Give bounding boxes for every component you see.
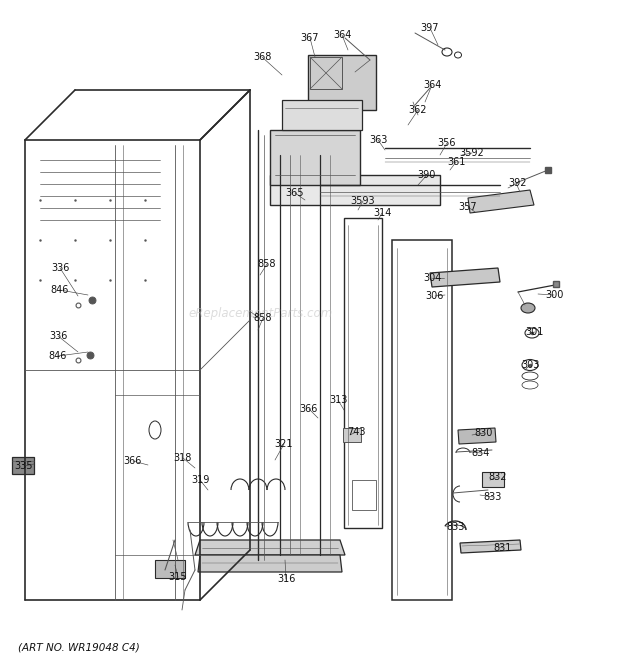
Polygon shape xyxy=(270,175,440,205)
Text: 364: 364 xyxy=(423,80,441,90)
Polygon shape xyxy=(198,555,342,572)
Ellipse shape xyxy=(521,303,535,313)
Text: 318: 318 xyxy=(174,453,192,463)
Text: 833: 833 xyxy=(484,492,502,502)
Bar xyxy=(392,240,452,600)
Text: 368: 368 xyxy=(253,52,271,62)
Bar xyxy=(482,472,504,487)
Text: 336: 336 xyxy=(51,263,69,273)
Text: 834: 834 xyxy=(472,448,490,458)
Text: 390: 390 xyxy=(418,170,436,180)
Text: 357: 357 xyxy=(459,202,477,212)
Text: eReplacementParts.com: eReplacementParts.com xyxy=(188,307,332,321)
Text: 362: 362 xyxy=(409,105,427,115)
Text: 356: 356 xyxy=(438,138,456,148)
Text: 304: 304 xyxy=(423,273,441,283)
Text: 363: 363 xyxy=(369,135,387,145)
Text: 830: 830 xyxy=(475,428,493,438)
Bar xyxy=(352,480,376,510)
Text: 319: 319 xyxy=(191,475,209,485)
Bar xyxy=(344,218,382,528)
Text: 833: 833 xyxy=(447,522,465,532)
Text: 3593: 3593 xyxy=(351,196,375,206)
Text: 336: 336 xyxy=(49,331,67,341)
Text: 846: 846 xyxy=(51,285,69,295)
Polygon shape xyxy=(458,428,496,444)
Polygon shape xyxy=(468,190,534,213)
Text: 831: 831 xyxy=(494,543,512,553)
Bar xyxy=(12,457,34,474)
Text: 392: 392 xyxy=(509,178,527,188)
Text: 313: 313 xyxy=(329,395,347,405)
Polygon shape xyxy=(430,268,500,287)
Text: 361: 361 xyxy=(447,157,465,167)
Text: 321: 321 xyxy=(275,439,293,449)
Text: 314: 314 xyxy=(373,208,391,218)
Text: 306: 306 xyxy=(426,291,444,301)
Text: 367: 367 xyxy=(301,33,319,43)
Text: 366: 366 xyxy=(300,404,318,414)
Text: 743: 743 xyxy=(347,427,365,437)
Polygon shape xyxy=(195,540,345,555)
Text: 366: 366 xyxy=(124,456,142,466)
Text: 364: 364 xyxy=(333,30,351,40)
Text: 301: 301 xyxy=(526,327,544,337)
Polygon shape xyxy=(460,540,521,553)
Bar xyxy=(310,57,342,89)
Text: 365: 365 xyxy=(286,188,304,198)
Text: 315: 315 xyxy=(169,572,187,582)
Text: 832: 832 xyxy=(489,472,507,482)
Text: (ART NO. WR19048 C4): (ART NO. WR19048 C4) xyxy=(18,643,140,653)
Bar xyxy=(308,55,376,110)
Text: 303: 303 xyxy=(521,360,539,370)
Text: 397: 397 xyxy=(421,23,439,33)
Bar xyxy=(155,560,185,578)
Bar xyxy=(343,428,361,442)
Text: 858: 858 xyxy=(258,259,277,269)
Bar xyxy=(270,130,360,185)
Text: 846: 846 xyxy=(49,351,67,361)
Text: 858: 858 xyxy=(254,313,272,323)
Text: 316: 316 xyxy=(277,574,295,584)
Bar xyxy=(282,100,362,130)
Text: 300: 300 xyxy=(545,290,563,300)
Text: 335: 335 xyxy=(15,461,33,471)
Text: 3592: 3592 xyxy=(459,148,484,158)
